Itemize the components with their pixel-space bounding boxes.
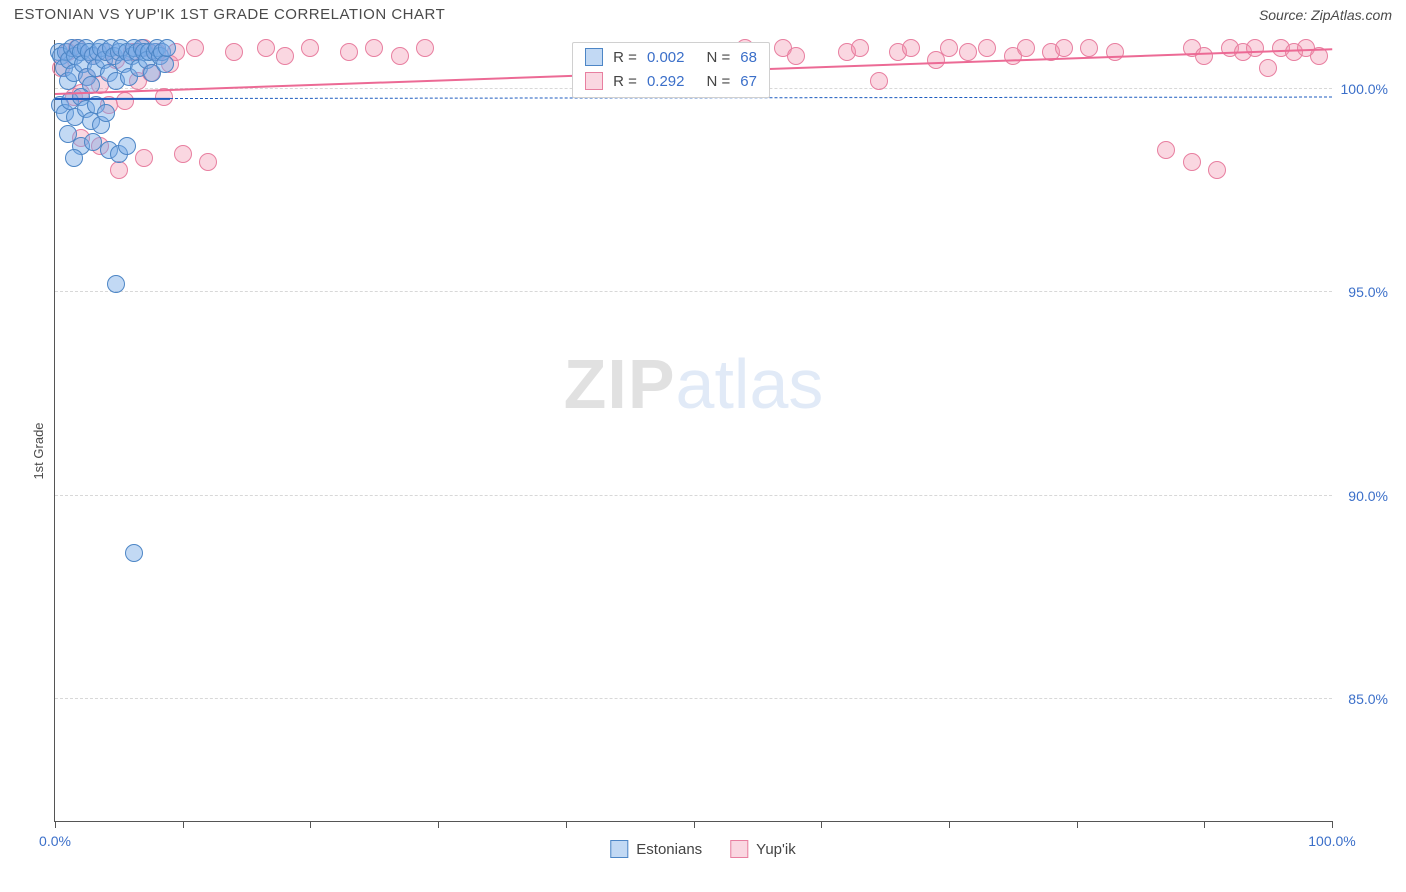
bottom-legend: Estonians Yup'ik	[610, 840, 795, 858]
data-point	[1208, 161, 1226, 179]
plot-region: ZIPatlas R = 0.002 N = 68 R = 0.292 N = …	[54, 40, 1332, 822]
data-point	[97, 104, 115, 122]
x-tick	[183, 821, 184, 828]
x-tick	[1332, 821, 1333, 828]
y-tick-label: 95.0%	[1348, 284, 1388, 300]
data-point	[391, 47, 409, 65]
r-value-estonians: 0.002	[647, 49, 685, 66]
gridline	[55, 495, 1332, 496]
x-tick	[310, 821, 311, 828]
data-point	[257, 39, 275, 57]
data-point	[158, 39, 176, 57]
data-point	[1183, 153, 1201, 171]
data-point	[116, 92, 134, 110]
data-point	[940, 39, 958, 57]
data-point	[276, 47, 294, 65]
watermark: ZIPatlas	[564, 344, 824, 424]
data-point	[1246, 39, 1264, 57]
data-point	[851, 39, 869, 57]
n-label: N =	[706, 49, 730, 66]
y-tick-label: 85.0%	[1348, 691, 1388, 707]
data-point	[125, 544, 143, 562]
data-point	[301, 39, 319, 57]
chart-area: 1st Grade ZIPatlas R = 0.002 N = 68 R = …	[14, 40, 1392, 862]
data-point	[416, 39, 434, 57]
watermark-zip: ZIP	[564, 345, 676, 423]
data-point	[978, 39, 996, 57]
r-label: R =	[613, 73, 637, 90]
source-label: Source: ZipAtlas.com	[1259, 7, 1392, 23]
data-point	[118, 137, 136, 155]
data-point	[902, 39, 920, 57]
data-point	[65, 149, 83, 167]
legend-label-yupik: Yup'ik	[756, 841, 796, 858]
data-point	[107, 275, 125, 293]
x-tick-label: 100.0%	[1308, 833, 1355, 849]
swatch-estonians	[610, 840, 628, 858]
data-point	[1080, 39, 1098, 57]
data-point	[1106, 43, 1124, 61]
x-tick-label: 0.0%	[39, 833, 71, 849]
swatch-estonians	[585, 48, 603, 66]
data-point	[787, 47, 805, 65]
y-axis-label: 1st Grade	[31, 422, 46, 479]
x-tick	[438, 821, 439, 828]
x-tick	[949, 821, 950, 828]
stats-row-yupik: R = 0.292 N = 67	[581, 69, 761, 93]
n-value-yupik: 67	[740, 73, 757, 90]
stats-legend: R = 0.002 N = 68 R = 0.292 N = 67	[572, 42, 770, 98]
swatch-yupik	[730, 840, 748, 858]
data-point	[959, 43, 977, 61]
chart-title: ESTONIAN VS YUP'IK 1ST GRADE CORRELATION…	[14, 6, 445, 23]
data-point	[1157, 141, 1175, 159]
x-tick	[1077, 821, 1078, 828]
x-tick	[566, 821, 567, 828]
legend-item-estonians: Estonians	[610, 840, 702, 858]
data-point	[225, 43, 243, 61]
data-point	[199, 153, 217, 171]
y-tick-label: 100.0%	[1341, 81, 1388, 97]
gridline	[55, 291, 1332, 292]
swatch-yupik	[585, 72, 603, 90]
n-label: N =	[706, 73, 730, 90]
data-point	[870, 72, 888, 90]
data-point	[174, 145, 192, 163]
watermark-atlas: atlas	[676, 345, 824, 423]
r-label: R =	[613, 49, 637, 66]
x-tick	[821, 821, 822, 828]
data-point	[186, 39, 204, 57]
x-tick	[694, 821, 695, 828]
y-tick-label: 90.0%	[1348, 488, 1388, 504]
legend-item-yupik: Yup'ik	[730, 840, 796, 858]
x-tick	[55, 821, 56, 828]
data-point	[340, 43, 358, 61]
data-point	[156, 55, 174, 73]
data-point	[1259, 59, 1277, 77]
data-point	[365, 39, 383, 57]
legend-label-estonians: Estonians	[636, 841, 702, 858]
data-point	[1195, 47, 1213, 65]
r-value-yupik: 0.292	[647, 73, 685, 90]
data-point	[1055, 39, 1073, 57]
trend-line	[55, 98, 170, 100]
gridline	[55, 698, 1332, 699]
data-point	[135, 149, 153, 167]
data-point	[1017, 39, 1035, 57]
x-tick	[1204, 821, 1205, 828]
stats-row-estonians: R = 0.002 N = 68	[581, 45, 761, 69]
n-value-estonians: 68	[740, 49, 757, 66]
data-point	[110, 161, 128, 179]
